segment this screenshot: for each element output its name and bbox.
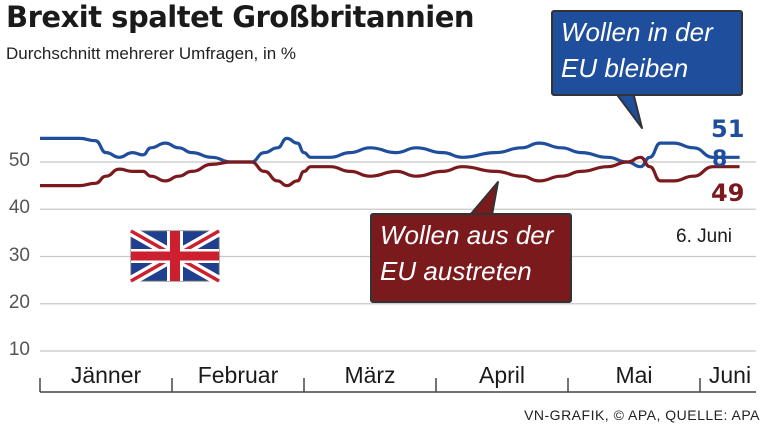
y-tick-label: 30	[8, 244, 30, 266]
x-axis	[39, 378, 756, 393]
remain-series-line	[40, 136, 740, 169]
leave-callout-pointer	[469, 181, 499, 216]
y-tick-label: 50	[8, 150, 30, 171]
chart-title: Brexit spaltet Großbritannien	[6, 0, 475, 34]
date-annotation: 6. Juni	[676, 226, 732, 247]
remain-callout-line-1: Wollen in der	[561, 17, 713, 47]
month-label: Mai	[615, 362, 653, 388]
month-label: April	[478, 362, 525, 388]
y-tick-label: 10	[8, 339, 30, 360]
source-credit: VN-GRAFIK, © APA, QUELLE: APA	[524, 407, 760, 423]
y-tick-label: 20	[8, 291, 30, 313]
remain-callout: Wollen in der EU bleiben	[551, 10, 743, 96]
gridlines	[40, 161, 756, 352]
leave-callout: Wollen aus der EU austreten	[370, 213, 572, 303]
month-label: Juni	[708, 362, 752, 388]
chart-subtitle: Durchschnitt mehrerer Umfragen, in %	[6, 44, 297, 63]
month-label: März	[344, 362, 396, 388]
remain-callout-line-2: EU bleiben	[561, 53, 689, 83]
leave-series-line	[40, 155, 740, 188]
leave-callout-line-2: EU austreten	[380, 256, 532, 286]
leave-callout-line-1: Wollen aus der	[380, 220, 554, 250]
undecided-end-value: 8	[712, 147, 728, 172]
month-label: Jänner	[70, 362, 142, 388]
remain-end-value: 51	[711, 115, 745, 143]
y-tick-label: 40	[8, 197, 30, 219]
series-lines	[40, 136, 740, 188]
union-jack-flag-icon	[128, 226, 222, 286]
month-label: Februar	[197, 362, 279, 388]
leave-end-value: 49	[711, 179, 745, 207]
